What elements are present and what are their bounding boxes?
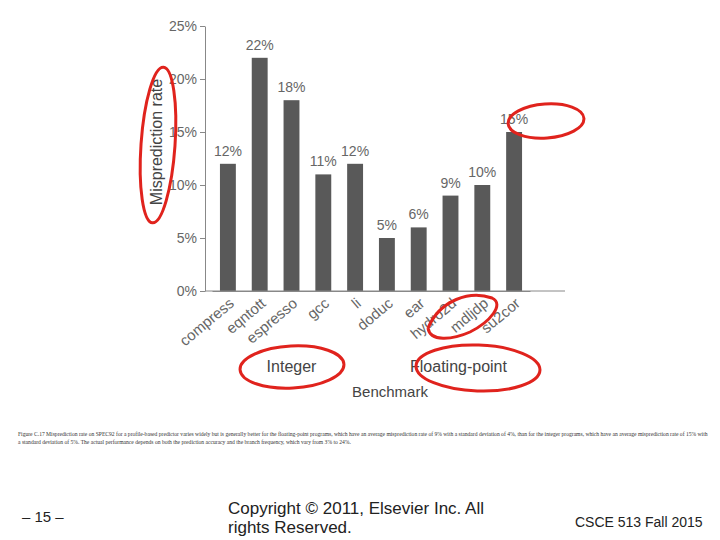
data-label: 5% [377,217,397,233]
x-tick-label: su2cor [478,294,523,336]
y-tick-label: 15% [169,124,197,140]
bar [443,196,459,291]
page-number: – 15 – [22,508,64,525]
x-axis-title: Benchmark [352,383,428,400]
page: {"chart_data": {"type": "bar", "y_label"… [0,0,720,540]
x-tick-label: espresso [243,294,301,346]
x-tick-label: doduc [354,294,397,334]
y-tick-label: 25% [169,18,197,34]
data-label: 11% [310,153,337,169]
bar [506,132,522,291]
x-tick: li [348,291,364,312]
y-tick: 10% [169,177,205,193]
y-tick: 25% [169,18,205,34]
plot-baseline [205,291,565,292]
annotation-circle [507,101,585,140]
x-tick-label: li [348,294,364,311]
data-label: 9% [440,175,460,191]
x-tick: doduc [354,291,397,334]
data-label: 22% [246,37,274,53]
course-name: CSCE 513 Fall 2015 [575,514,703,530]
y-tick-mark [200,291,205,292]
y-tick-mark [200,185,205,186]
bar [220,164,236,291]
bar [379,238,395,291]
y-tick: 20% [169,71,205,87]
x-tick: gcc [303,291,332,322]
bar [411,227,427,291]
data-labels: 12%22%18%11%12%5%6%9%10%15% [214,37,528,233]
y-axis-title: Misprediction rate [148,79,165,205]
x-axis-line [213,291,531,292]
annotations [136,66,585,393]
bar [252,58,268,291]
annotation-circle [136,66,181,224]
bar [315,174,331,291]
group-label: Floating-point [410,358,508,375]
data-label: 6% [409,206,429,222]
y-tick-mark [200,132,205,133]
annotation-circle [239,343,345,390]
bar [284,100,300,291]
x-tick-label: gcc [303,294,332,322]
bar [347,164,363,291]
x-axis: compresseqntottespressogcclidoducearhydr… [176,291,530,349]
y-tick-label: 5% [177,230,197,246]
bar [474,185,490,291]
x-tick: su2cor [478,291,523,336]
data-label: 18% [277,79,305,95]
copyright: Copyright © 2011, Elsevier Inc. All righ… [228,499,518,537]
x-tick: espresso [243,291,301,346]
figure-caption: Figure C.17 Misprediction rate on SPEC92… [18,431,708,446]
y-tick-mark [200,79,205,80]
y-tick-label: 10% [169,177,197,193]
annotation-circle [415,343,541,393]
y-tick: 5% [177,230,205,246]
data-label: 12% [341,143,369,159]
y-tick-mark [200,238,205,239]
y-tick-label: 0% [177,283,197,299]
y-tick-mark [200,26,205,27]
data-label: 10% [468,164,496,180]
annotation-scribble [428,295,497,338]
y-tick: 0% [177,283,205,299]
data-label: 12% [214,143,242,159]
bars [220,58,522,291]
slide-svg: 0% 5% 10% 15% 20% 25% compresseqntottespressog… [0,0,720,540]
group-label: Integer [267,358,317,375]
y-axis-line [205,27,206,292]
